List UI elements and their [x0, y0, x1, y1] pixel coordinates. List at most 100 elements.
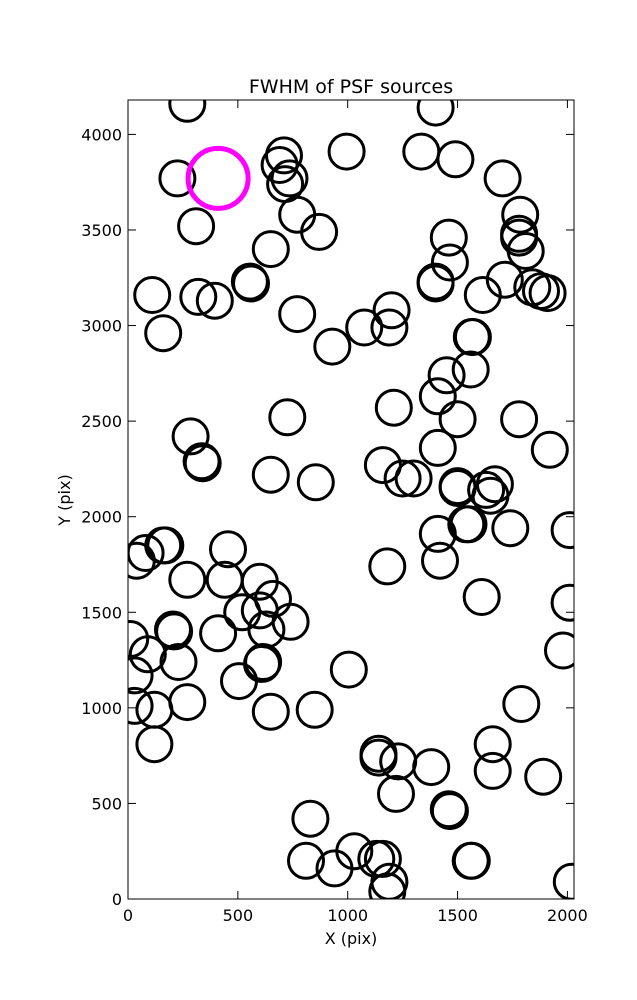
psf-source-marker	[128, 534, 165, 572]
psf-source-marker	[377, 774, 415, 813]
psf-source-marker	[528, 274, 567, 313]
psf-source-marker	[270, 159, 309, 198]
psf-source-marker	[179, 277, 218, 316]
psf-source-marker	[438, 400, 477, 439]
psf-source-marker	[359, 738, 398, 777]
psf-source-marker	[416, 100, 455, 127]
y-tick-label: 3000	[81, 317, 122, 336]
psf-source-marker	[552, 862, 574, 899]
x-tick-label: 0	[123, 906, 133, 925]
psf-source-marker	[473, 751, 512, 790]
x-tick-label: 1000	[327, 906, 368, 925]
psf-source-marker	[183, 444, 222, 483]
psf-source-marker	[251, 692, 290, 731]
psf-source-marker	[128, 635, 167, 674]
psf-source-marker	[144, 314, 183, 353]
psf-source-marker	[155, 612, 194, 651]
psf-source-marker	[418, 428, 457, 467]
chart-title: FWHM of PSF sources	[249, 76, 453, 98]
psf-source-marker	[240, 591, 279, 630]
psf-source-marker	[544, 631, 574, 670]
psf-source-marker	[383, 459, 422, 498]
psf-source-marker	[501, 195, 540, 234]
psf-source-marker	[159, 643, 198, 681]
psf-source-marker	[278, 295, 317, 334]
psf-source-marker	[268, 398, 307, 437]
psf-source-marker	[135, 725, 174, 764]
psf-source-marker	[335, 832, 374, 871]
psf-source-marker	[421, 541, 459, 580]
psf-source-marker	[379, 742, 418, 781]
psf-source-marker	[370, 308, 409, 347]
highlighted-source-marker	[185, 145, 251, 211]
psf-source-marker	[199, 614, 238, 653]
psf-source-marker	[278, 195, 317, 234]
y-tick-label: 4000	[81, 125, 122, 144]
plot-frame	[127, 99, 575, 900]
psf-source-marker	[500, 400, 539, 439]
psf-source-marker	[313, 327, 352, 366]
psf-source-marker	[473, 725, 512, 764]
psf-source-marker	[524, 757, 563, 796]
psf-source-marker	[530, 430, 569, 469]
psf-source-marker	[168, 683, 207, 722]
psf-source-marker	[506, 232, 545, 270]
y-tick-label: 1000	[81, 699, 122, 718]
psf-source-marker	[368, 547, 407, 586]
psf-source-marker	[429, 218, 468, 257]
psf-source-marker	[300, 212, 339, 251]
psf-source-marker	[146, 526, 185, 565]
y-tick-label: 3500	[81, 221, 122, 240]
x-axis-label: X (pix)	[325, 929, 378, 948]
psf-source-marker	[345, 308, 384, 347]
y-tick-label: 2000	[81, 508, 122, 527]
psf-source-marker	[430, 792, 469, 831]
psf-source-marker	[247, 610, 286, 649]
y-tick-label: 2500	[81, 412, 122, 431]
psf-source-marker	[467, 470, 506, 509]
psf-source-marker	[416, 264, 455, 303]
psf-source-marker	[412, 748, 451, 787]
psf-source-marker	[436, 140, 475, 179]
psf-source-marker	[209, 530, 247, 569]
psf-source-marker	[463, 276, 502, 314]
y-axis-label: Y (pix)	[55, 474, 74, 526]
psf-source-marker	[372, 291, 411, 330]
psf-source-marker	[452, 841, 491, 880]
psf-source-marker	[287, 841, 325, 880]
x-tick-label: 2000	[547, 906, 588, 925]
psf-source-marker	[471, 476, 510, 515]
psf-source-marker	[427, 356, 466, 395]
y-tick-label: 500	[91, 794, 122, 813]
x-tick-label: 500	[223, 906, 254, 925]
psf-source-marker	[251, 230, 290, 269]
psf-source-marker	[402, 132, 441, 171]
psf-source-marker	[485, 260, 524, 299]
psf-source-marker	[195, 281, 234, 320]
psf-source-marker	[168, 560, 207, 599]
psf-source-marker	[133, 276, 172, 314]
psf-source-marker	[230, 262, 269, 301]
psf-source-marker	[502, 685, 541, 723]
psf-source-marker	[451, 350, 490, 389]
psf-source-marker	[394, 459, 433, 498]
psf-source-marker	[430, 243, 469, 282]
psf-source-marker	[244, 643, 283, 681]
psf-source-marker	[418, 514, 457, 553]
psf-source-marker	[251, 455, 290, 494]
psf-source-marker	[491, 509, 530, 548]
psf-source-marker	[327, 132, 366, 171]
psf-source-marker	[168, 100, 207, 123]
psf-source-marker	[368, 872, 407, 899]
psf-source-marker	[483, 159, 522, 198]
psf-source-marker	[128, 656, 154, 695]
psf-source-marker	[135, 690, 174, 729]
psf-source-marker	[260, 146, 299, 184]
y-tick-label: 1500	[81, 603, 122, 622]
psf-source-marker	[128, 686, 154, 725]
psf-source-marker	[374, 388, 413, 427]
psf-source-marker	[550, 511, 574, 550]
y-tick-label: 0	[112, 890, 122, 909]
psf-source-marker	[296, 463, 335, 502]
